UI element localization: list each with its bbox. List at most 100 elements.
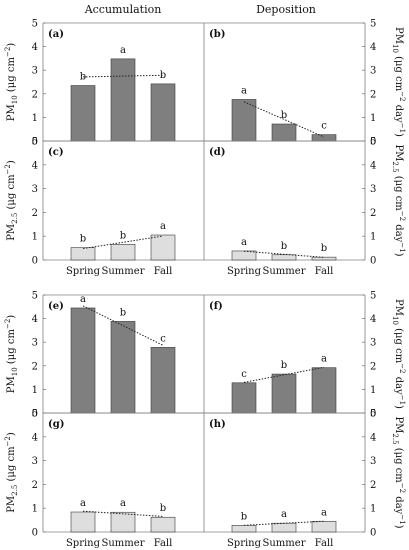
significance-letter: b bbox=[80, 72, 86, 83]
bar bbox=[70, 247, 96, 261]
y-tick-label: 2 bbox=[370, 89, 376, 100]
significance-letter: b bbox=[120, 307, 126, 318]
y-tick-label: 0 bbox=[32, 137, 38, 148]
y-tick-label: 2 bbox=[32, 480, 38, 491]
significance-letter: a bbox=[160, 221, 166, 232]
significance-letter: a bbox=[281, 509, 287, 520]
x-tick-label: Fall bbox=[154, 538, 173, 549]
y-tick-label: 2 bbox=[370, 480, 376, 491]
bar bbox=[150, 83, 176, 142]
y-axis-title: PM2.5 (μg cm−2 day−1) bbox=[391, 416, 406, 528]
y-tick-label: 2 bbox=[32, 361, 38, 372]
panel-label: (e) bbox=[48, 301, 64, 312]
significance-letter: a bbox=[120, 498, 126, 509]
y-tick-label: 5 bbox=[32, 291, 38, 302]
trend-line bbox=[82, 74, 164, 78]
bar bbox=[110, 58, 136, 142]
x-tick-label: Spring bbox=[227, 538, 262, 549]
y-axis-title: PM10 (μg cm−2 day−1) bbox=[391, 299, 406, 409]
y-axis-title: PM10 (μg cm−2) bbox=[4, 315, 19, 393]
y-tick-label: 1 bbox=[32, 504, 38, 515]
bar bbox=[150, 516, 176, 533]
y-tick-label: 1 bbox=[370, 113, 376, 124]
y-tick-label: 3 bbox=[32, 456, 38, 467]
significance-letter: b bbox=[80, 234, 86, 245]
x-tick-label: Summer bbox=[102, 538, 145, 549]
y-tick-label: 0 bbox=[32, 528, 38, 539]
significance-letter: b bbox=[281, 110, 287, 121]
y-tick-label: 1 bbox=[370, 232, 376, 243]
bar bbox=[311, 256, 337, 261]
y-tick-label: 1 bbox=[32, 113, 38, 124]
significance-letter: a bbox=[80, 498, 86, 509]
y-tick-label: 5 bbox=[370, 137, 376, 148]
y-tick-label: 5 bbox=[370, 291, 376, 302]
y-tick-label: 0 bbox=[32, 256, 38, 267]
trend-line bbox=[243, 250, 325, 258]
x-tick-label: Summer bbox=[102, 266, 145, 277]
trend-line bbox=[82, 510, 164, 517]
y-tick-label: 3 bbox=[370, 184, 376, 195]
significance-letter: b bbox=[281, 360, 287, 371]
trend-line bbox=[243, 101, 325, 138]
significance-letter: a bbox=[80, 294, 86, 305]
bar bbox=[110, 321, 136, 414]
x-tick-label: Spring bbox=[227, 266, 262, 277]
significance-letter: c bbox=[160, 333, 166, 344]
y-tick-label: 5 bbox=[370, 409, 376, 420]
panel-label: (a) bbox=[48, 29, 64, 40]
panels-group: 0 1 2 3 4 5 (a) b a b PM10 (μg cm−2) 0 1 2 3 4 5 (b) a b c PM… bbox=[4, 19, 406, 550]
bar bbox=[150, 347, 176, 414]
x-tick-label: Fall bbox=[315, 538, 334, 549]
y-tick-label: 2 bbox=[32, 89, 38, 100]
x-tick-label: Spring bbox=[66, 538, 101, 549]
y-tick-label: 4 bbox=[32, 314, 38, 325]
y-tick-label: 4 bbox=[370, 314, 376, 325]
y-axis-title: PM10 (μg cm−2 day−1) bbox=[391, 27, 406, 137]
y-axis-title: PM2.5 (μg cm−2) bbox=[4, 432, 19, 513]
bar bbox=[70, 307, 96, 414]
y-tick-label: 3 bbox=[32, 66, 38, 77]
significance-letter: a bbox=[241, 237, 247, 248]
y-tick-label: 0 bbox=[370, 409, 376, 420]
y-tick-label: 0 bbox=[370, 137, 376, 148]
y-tick-label: 3 bbox=[370, 338, 376, 349]
y-tick-label: 2 bbox=[370, 361, 376, 372]
bar bbox=[70, 511, 96, 533]
bar bbox=[231, 525, 257, 533]
bar bbox=[110, 511, 136, 533]
y-tick-label: 5 bbox=[32, 137, 38, 148]
y-tick-label: 3 bbox=[32, 338, 38, 349]
bar bbox=[231, 250, 257, 261]
significance-letter: b bbox=[120, 230, 126, 241]
panel-label: (g) bbox=[48, 419, 64, 430]
y-tick-label: 0 bbox=[32, 409, 38, 420]
x-tick-label: Fall bbox=[154, 266, 173, 277]
significance-letter: c bbox=[321, 121, 327, 132]
y-axis-title: PM2.5 (μg cm−2) bbox=[4, 160, 19, 241]
x-tick-label: Fall bbox=[315, 266, 334, 277]
bar bbox=[231, 382, 257, 414]
y-tick-label: 3 bbox=[370, 66, 376, 77]
bar bbox=[110, 243, 136, 261]
significance-letter: a bbox=[120, 45, 126, 56]
y-tick-label: 5 bbox=[32, 19, 38, 30]
y-axis-title: PM10 (μg cm−2) bbox=[4, 43, 19, 121]
x-tick-label: Spring bbox=[66, 266, 101, 277]
bar bbox=[311, 134, 337, 142]
significance-letter: b bbox=[281, 241, 287, 252]
bar bbox=[271, 254, 297, 261]
significance-letter: b bbox=[160, 503, 166, 514]
y-tick-label: 4 bbox=[370, 432, 376, 443]
bar bbox=[311, 367, 337, 414]
deposition-header: Deposition bbox=[256, 3, 316, 16]
panel-label: (d) bbox=[209, 147, 225, 158]
accumulation-header: Accumulation bbox=[84, 3, 162, 16]
y-tick-label: 2 bbox=[370, 208, 376, 219]
panel-label: (h) bbox=[209, 419, 226, 430]
y-tick-label: 0 bbox=[370, 256, 376, 267]
trend-line bbox=[243, 520, 325, 526]
significance-letter: a bbox=[321, 354, 327, 365]
y-tick-label: 4 bbox=[32, 432, 38, 443]
